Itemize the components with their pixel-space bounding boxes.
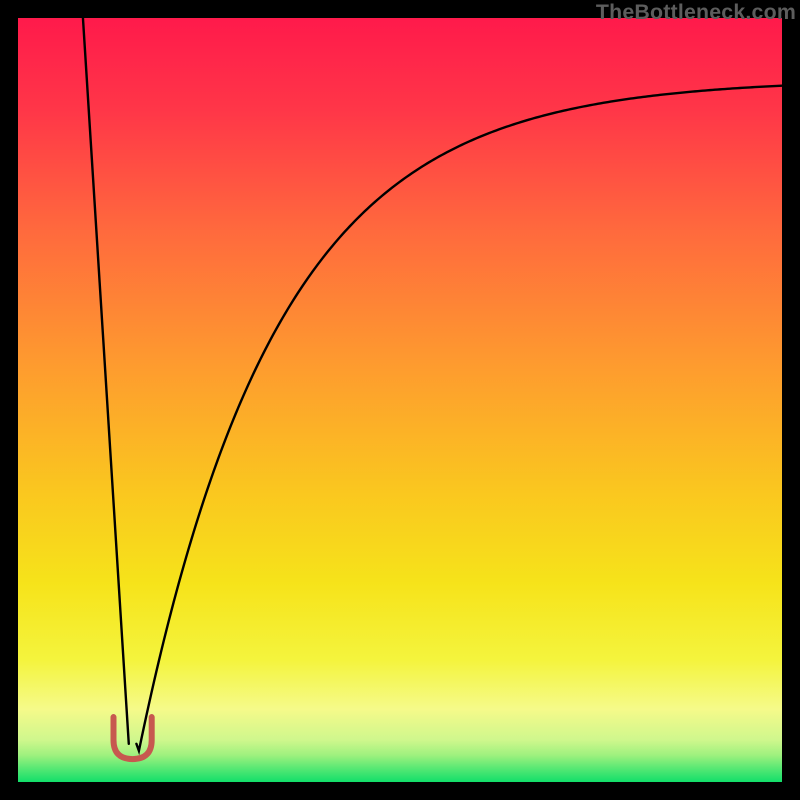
gradient-background: [18, 18, 782, 782]
watermark-text: TheBottleneck.com: [596, 0, 796, 25]
plot-svg: [18, 18, 782, 782]
chart-stage: TheBottleneck.com: [0, 0, 800, 800]
plot-area: [18, 18, 782, 782]
